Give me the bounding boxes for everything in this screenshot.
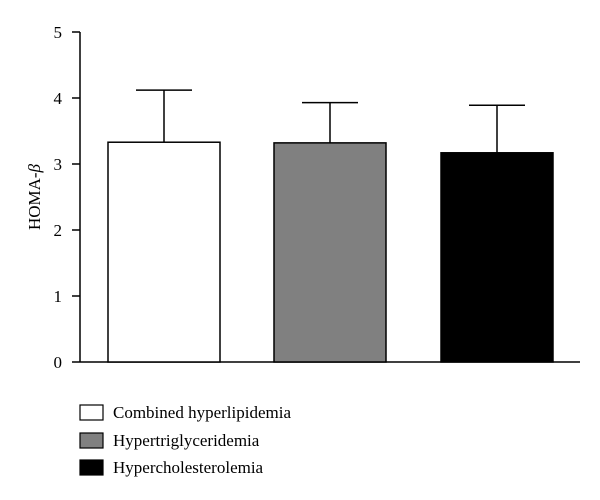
y-tick-label-1: 1 <box>54 287 63 306</box>
legend: Combined hyperlipidemia Hypertriglyceride… <box>79 403 291 477</box>
legend-label-1: Hypertriglyceridemia <box>113 431 260 450</box>
y-tick-label-2: 2 <box>54 221 63 240</box>
y-tick-label-4: 4 <box>54 89 63 108</box>
bar-1 <box>273 142 387 363</box>
y-axis-label-symbol: β <box>25 163 44 173</box>
y-ticks: 0 1 2 3 4 5 <box>54 23 80 372</box>
bar-0 <box>107 141 221 363</box>
bar-2 <box>440 152 554 363</box>
legend-swatch-2 <box>79 459 104 476</box>
y-tick-label-0: 0 <box>54 353 63 372</box>
y-axis-label: HOMA-β <box>25 163 44 230</box>
legend-label-0: Combined hyperlipidemia <box>113 403 291 422</box>
legend-swatch-1 <box>79 432 104 449</box>
y-axis-label-text: HOMA- <box>25 172 44 230</box>
legend-label-2: Hypercholesterolemia <box>113 458 264 477</box>
y-tick-label-5: 5 <box>54 23 63 42</box>
bars <box>107 141 554 363</box>
error-bars <box>136 89 525 153</box>
legend-swatch-0 <box>79 404 104 421</box>
y-tick-label-3: 3 <box>54 155 63 174</box>
